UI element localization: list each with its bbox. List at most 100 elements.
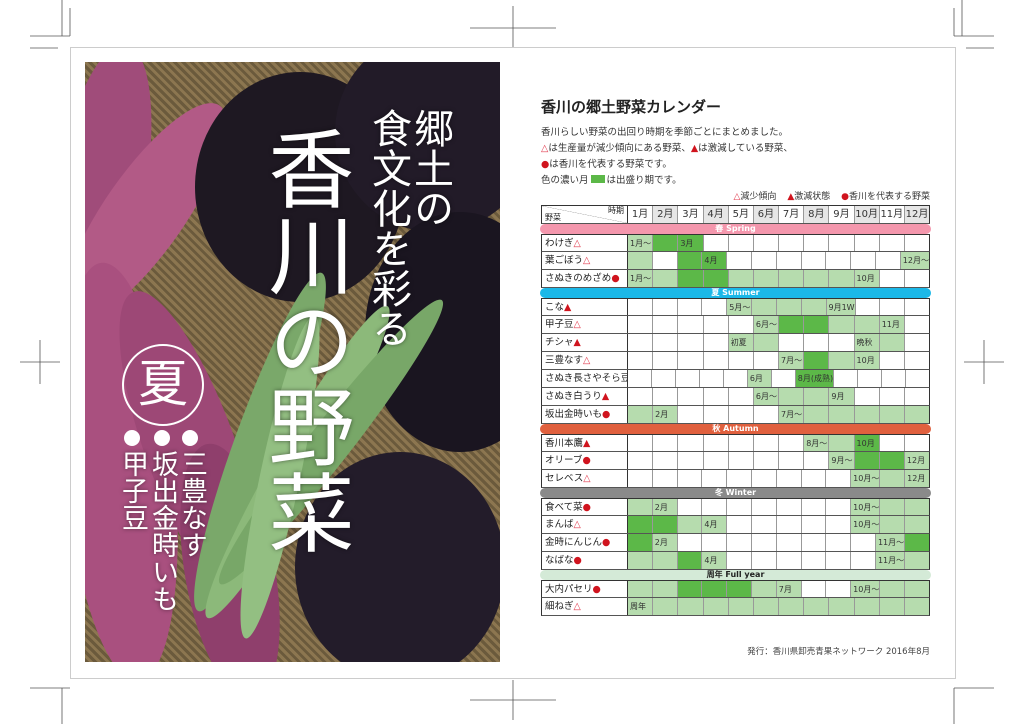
- month-cell: [829, 235, 855, 251]
- month-cell: 9月～: [829, 452, 855, 469]
- month-cell: [905, 435, 929, 451]
- month-cell: [905, 235, 929, 251]
- month-cell: [628, 552, 653, 569]
- month-cell: 初夏: [728, 334, 754, 351]
- month-header: 11月: [880, 206, 905, 223]
- vegetable-name-text: なばな: [545, 555, 574, 566]
- red-circle-icon: ●: [573, 555, 582, 566]
- month-cell: 6月～: [753, 388, 780, 405]
- publisher-footer: 発行：香川県卸売青果ネットワーク 2016年8月: [747, 647, 930, 657]
- month-cell: [779, 598, 805, 615]
- month-cell: [754, 235, 780, 251]
- month-cell: [728, 598, 754, 615]
- month-cell: [729, 316, 754, 333]
- vegetable-name: さぬき白うり▲: [542, 388, 628, 405]
- month-cell: [804, 388, 830, 405]
- month-cell: [854, 406, 880, 423]
- month-cell: 10月: [854, 270, 880, 287]
- vegetable-name: オリーブ●: [542, 452, 628, 469]
- vegetable-name: 香川本鷹▲: [542, 435, 628, 451]
- month-cell: [826, 499, 852, 515]
- vegetable-name-text: さぬき白うり: [545, 391, 602, 402]
- month-cell: [653, 235, 679, 251]
- month-cell: [904, 406, 930, 423]
- month-cell: [880, 581, 906, 597]
- vegetable-name-text: セレベス: [545, 473, 584, 484]
- month-cell: 7月～: [779, 352, 805, 369]
- red-circle-icon: ●: [582, 502, 591, 513]
- month-cell: [628, 316, 654, 333]
- month-cell: [802, 499, 827, 515]
- month-cell: [652, 581, 678, 597]
- month-header: 8月: [804, 206, 830, 223]
- month-cell: [854, 316, 880, 333]
- month-header: 6月: [753, 206, 780, 223]
- month-cell: 12月: [904, 452, 930, 469]
- bullet-dot: [154, 430, 170, 446]
- month-cell: [904, 598, 930, 615]
- month-cell: [880, 270, 905, 287]
- month-cell: 4月: [702, 252, 728, 269]
- table-row: オリーブ● 9月～ 12月: [541, 452, 930, 470]
- triangle-outline-icon: △: [583, 355, 591, 366]
- table-row: わけぎ△ 1月～ 3月: [541, 234, 930, 252]
- month-cell: [751, 581, 777, 597]
- intro-text: 色の濃い月: [541, 175, 589, 186]
- vegetable-name-text: わけぎ: [545, 238, 574, 249]
- month-cell: [653, 334, 679, 351]
- season-bar: 冬 Winter: [540, 488, 931, 498]
- vegetable-name-text: まんば: [545, 519, 574, 530]
- featured-vegetable: 甲子豆: [117, 450, 148, 531]
- vegetable-calendar-table: 野菜 時期 1月 2月 3月 4月 5月 6月 7月 8月 9月 10月 11月 12月春 Spring わ…: [540, 205, 931, 616]
- month-cell: [851, 252, 876, 269]
- month-cell: [678, 406, 704, 423]
- month-cell: [678, 388, 704, 405]
- table-row: さぬき長さやそら豆▲ 6月 8月(成熟): [541, 370, 930, 388]
- month-cell: 10月～: [851, 581, 881, 597]
- month-cell: 11月～: [875, 534, 906, 551]
- month-cell: [834, 370, 859, 387]
- month-cell: [826, 252, 852, 269]
- legend-item: ●香川を代表する野菜: [841, 192, 930, 202]
- month-cell: [653, 435, 679, 451]
- month-cell: [628, 470, 653, 487]
- month-cell: 4月: [702, 516, 728, 533]
- month-cell: [729, 388, 754, 405]
- month-cell: 7月～: [779, 406, 805, 423]
- vegetable-name: まんば△: [542, 516, 628, 533]
- month-cell: [729, 235, 754, 251]
- month-cell: [702, 299, 728, 315]
- table-row: こな▲ 5月～ 9月1W: [541, 298, 930, 316]
- intro-line: △は生産量が減少傾向にある野菜、▲は激減している野菜、: [541, 140, 793, 154]
- table-row: さぬきのめざめ● 1月～ 10月: [541, 270, 930, 288]
- month-cell: [653, 452, 679, 469]
- triangle-filled-icon: ▲: [690, 143, 699, 154]
- vegetable-name: なばな●: [542, 552, 628, 569]
- red-circle-icon: ●: [602, 537, 611, 548]
- month-cell: [678, 299, 703, 315]
- featured-vegetable: 坂出金時いも: [147, 450, 178, 612]
- vegetable-name-text: 三豊なす: [545, 355, 584, 366]
- month-cell: [905, 299, 929, 315]
- red-circle-icon: ●: [611, 273, 620, 284]
- month-cell: 10月: [854, 352, 880, 369]
- month-cell: [752, 552, 777, 569]
- month-cell: [779, 334, 805, 351]
- month-cell: 3月: [678, 235, 704, 251]
- month-cell: [727, 534, 752, 551]
- month-cell: [678, 534, 703, 551]
- month-cell: [804, 352, 830, 369]
- vegetable-name-text: 甲子豆: [545, 319, 574, 330]
- month-cell: [753, 270, 780, 287]
- month-cell: [804, 452, 830, 469]
- month-cell: [704, 406, 729, 423]
- month-cell: [704, 352, 729, 369]
- vegetable-name-text: チシャ: [545, 337, 574, 348]
- month-cell: 1月～: [628, 235, 654, 251]
- month-cell: [829, 598, 855, 615]
- bullet-dot: [124, 430, 140, 446]
- month-cell: [802, 252, 827, 269]
- table-row: 香川本鷹▲ 8月～ 10月: [541, 434, 930, 452]
- month-cell: [851, 534, 876, 551]
- month-cell: [776, 299, 802, 315]
